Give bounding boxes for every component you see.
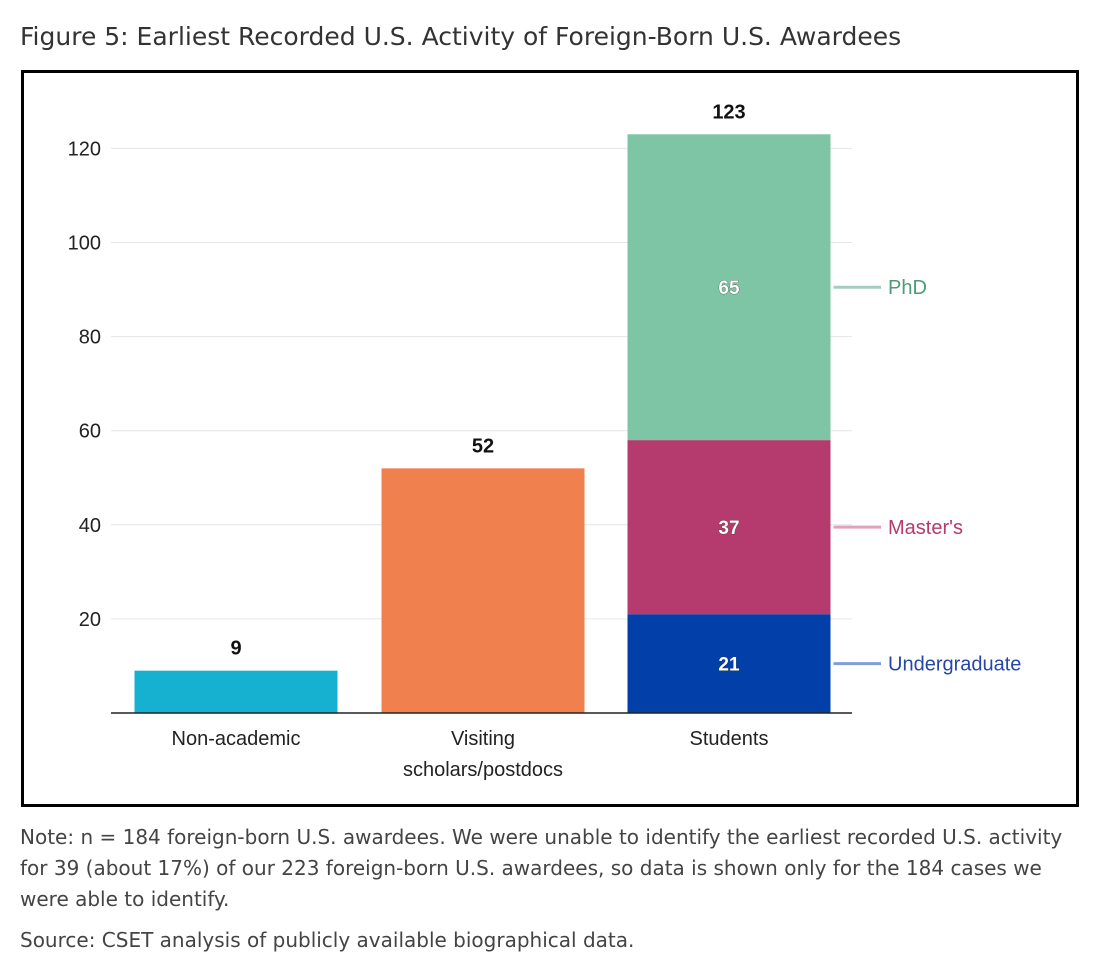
x-category-label: scholars/postdocs bbox=[403, 759, 563, 781]
segment-legend: Undergraduate Master's PhD bbox=[833, 277, 1021, 676]
segment-value-label: 37 bbox=[718, 518, 739, 539]
x-category-label: Non-academic bbox=[172, 728, 301, 750]
bar-non-academic bbox=[134, 670, 338, 713]
y-tick-label: 120 bbox=[68, 138, 101, 160]
figure-source: Source: CSET analysis of publicly availa… bbox=[20, 928, 635, 952]
y-tick-label: 80 bbox=[79, 327, 101, 349]
segment-value-label: 65 bbox=[718, 278, 740, 299]
total-label: 52 bbox=[472, 435, 494, 457]
legend-label-master-s: Master's bbox=[888, 517, 963, 539]
bars bbox=[134, 134, 831, 713]
x-category-label: Students bbox=[690, 728, 769, 750]
bar-chart: 20 40 60 80 100 120 Non-academic Visiting schola… bbox=[68, 101, 1022, 781]
segment-value-label: 21 bbox=[718, 655, 740, 676]
figure-title: Figure 5: Earliest Recorded U.S. Activit… bbox=[20, 22, 902, 51]
x-category-label: Visiting bbox=[451, 728, 515, 750]
y-tick-label: 20 bbox=[79, 609, 101, 631]
y-tick-label: 100 bbox=[68, 233, 101, 255]
figure-note: Note: n = 184 foreign-born U.S. awardees… bbox=[20, 825, 1063, 911]
chart-frame: 20 40 60 80 100 120 Non-academic Visiting schola… bbox=[21, 70, 1079, 807]
data-labels: 21 37 65 9 52 123 bbox=[230, 101, 745, 676]
bar-segment-master-s bbox=[627, 440, 831, 615]
y-tick-label: 40 bbox=[79, 515, 101, 537]
total-label: 123 bbox=[712, 101, 745, 123]
legend-label-phd: PhD bbox=[888, 277, 927, 299]
bar-segment-phd bbox=[627, 134, 831, 441]
axes: 20 40 60 80 100 120 Non-academic Visiting schola… bbox=[68, 138, 852, 781]
y-tick-label: 60 bbox=[79, 421, 101, 443]
bar-visiting-scholars-postdocs bbox=[381, 468, 585, 713]
legend-label-undergraduate: Undergraduate bbox=[888, 654, 1021, 676]
bar-segment-undergraduate bbox=[627, 614, 831, 713]
total-label: 9 bbox=[230, 638, 241, 660]
